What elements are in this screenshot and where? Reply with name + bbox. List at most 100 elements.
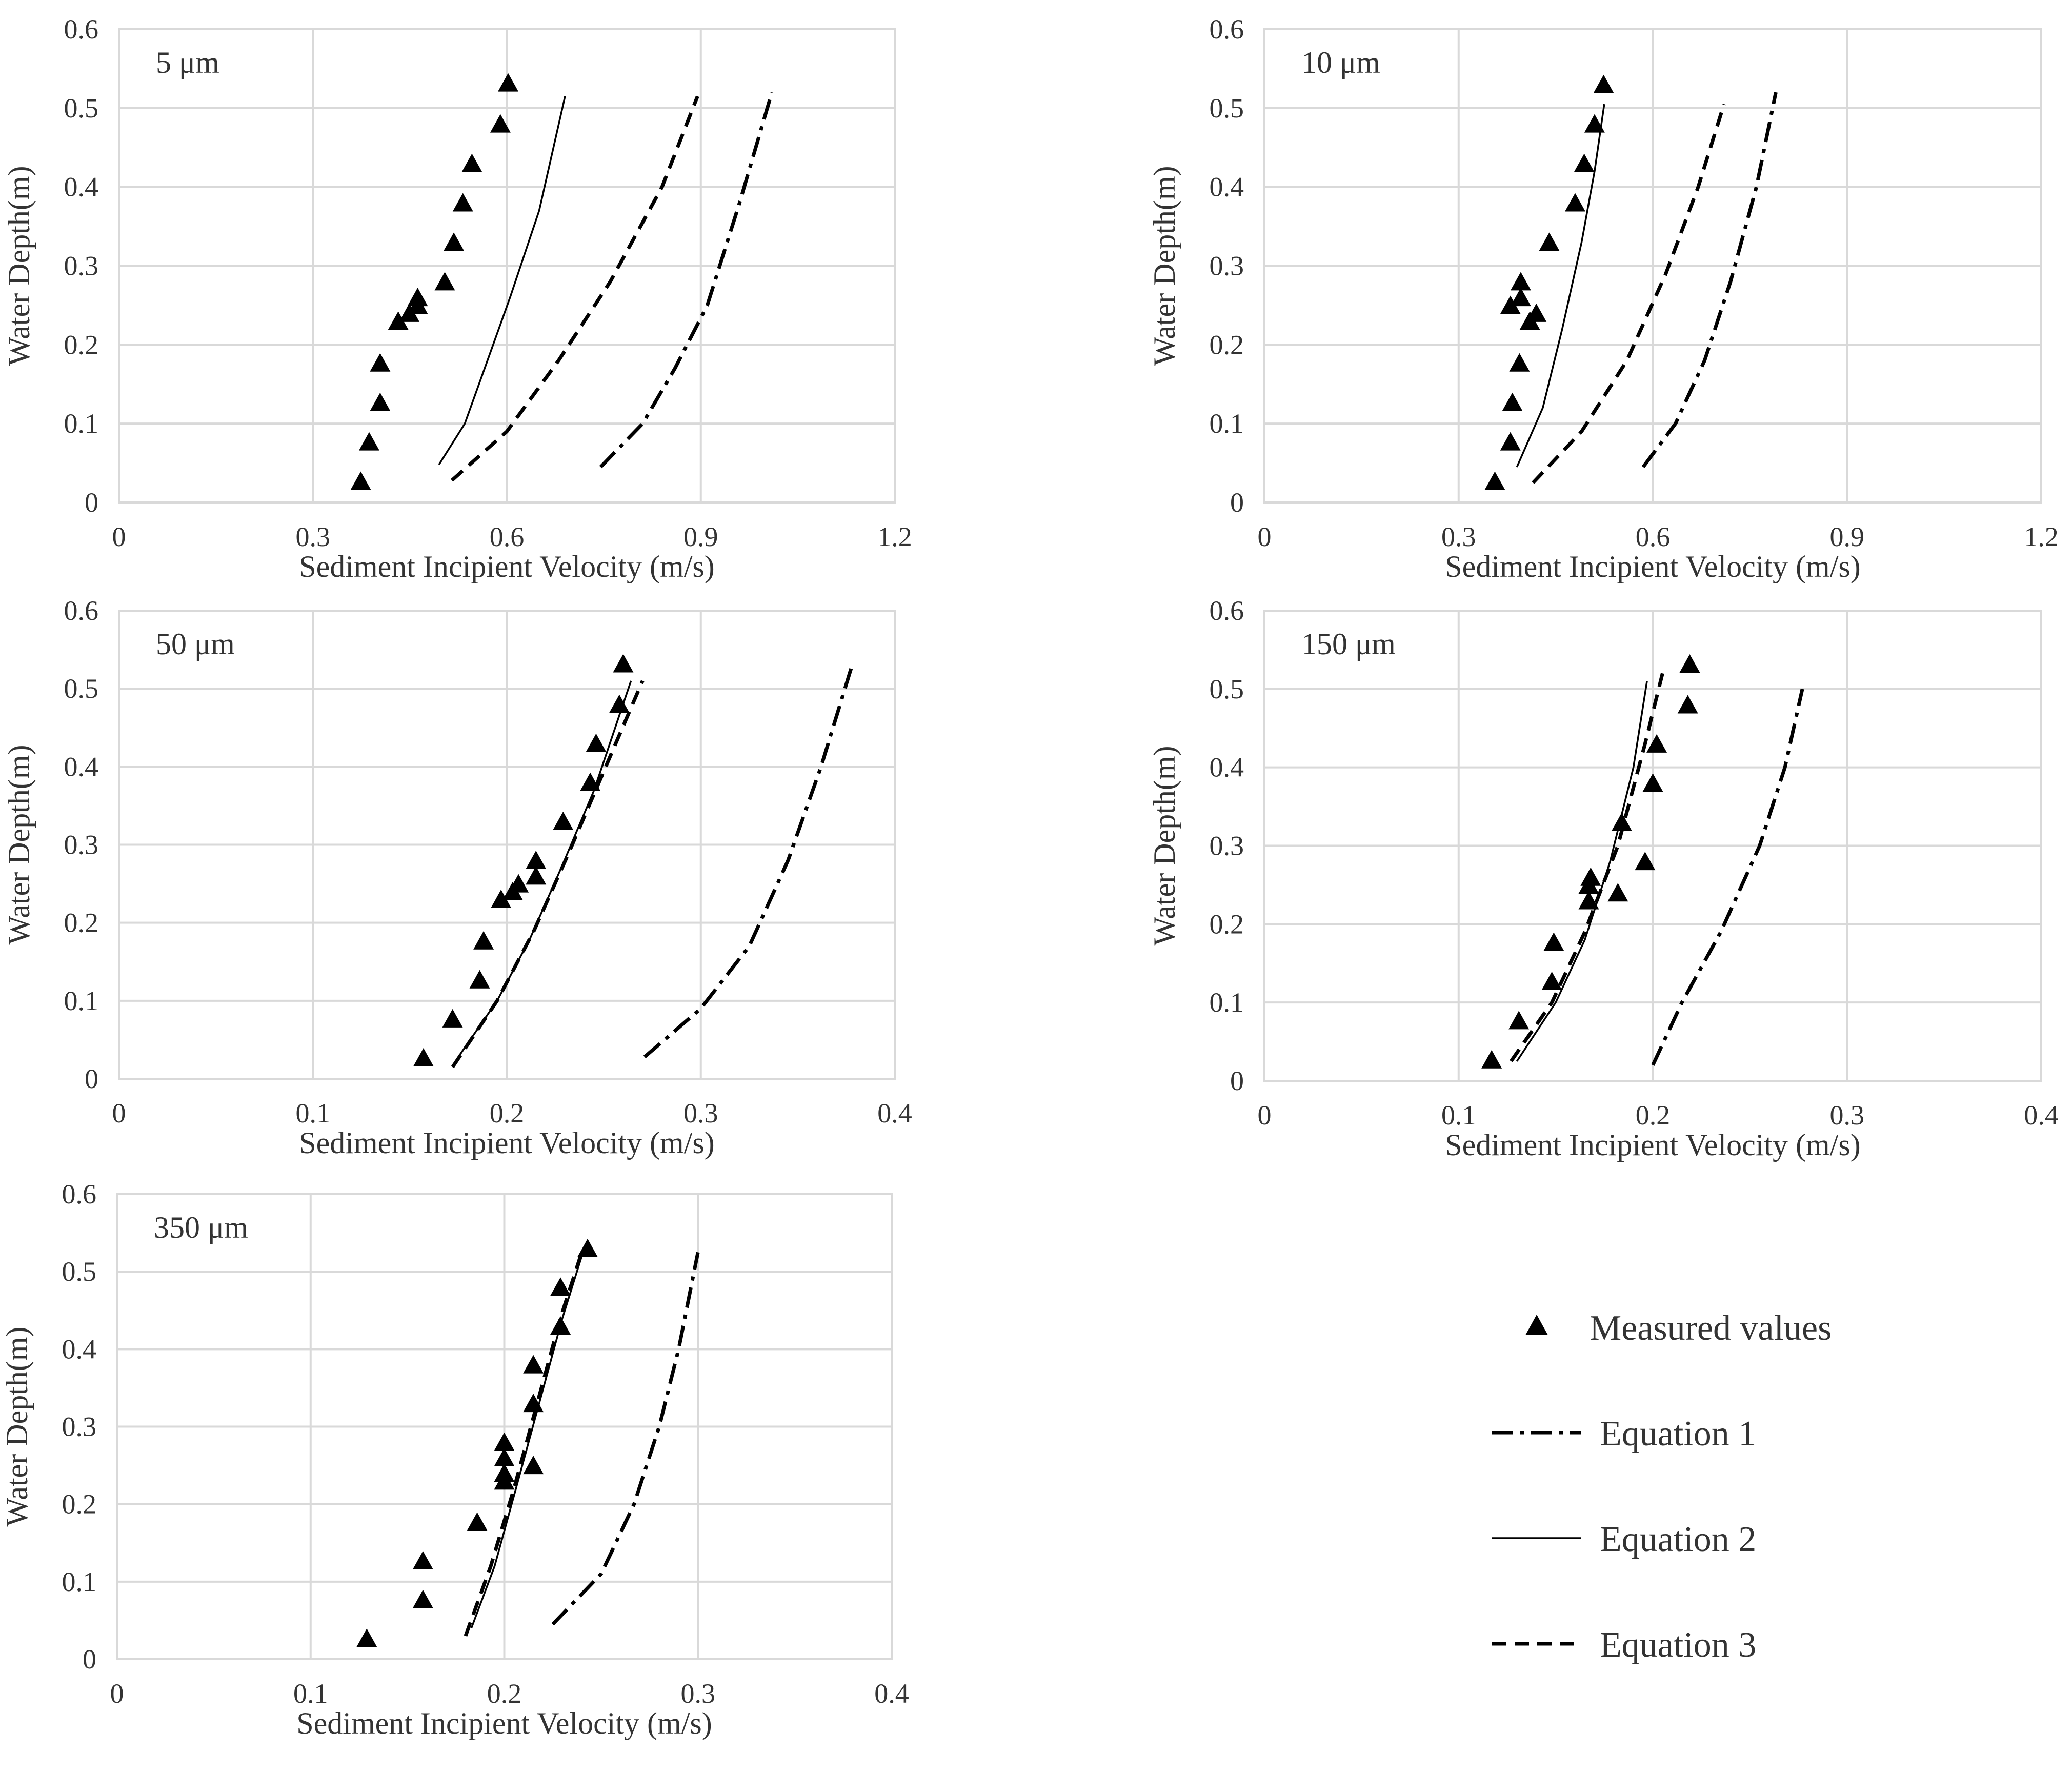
series-line-eq3 (450, 95, 699, 482)
measured-point (1611, 812, 1632, 831)
y-tick-label: 0.1 (64, 985, 99, 1016)
measured-point (508, 874, 529, 893)
measured-point (609, 694, 630, 713)
series-line-eq2 (438, 96, 566, 466)
measured-point (452, 193, 473, 212)
y-tick-label: 0 (1230, 1065, 1244, 1096)
x-tick-label: 0.4 (877, 1098, 912, 1129)
measured-point (494, 1447, 515, 1466)
measured-point (550, 1277, 571, 1296)
measured-point (1677, 695, 1698, 714)
y-tick-label: 0.6 (64, 14, 99, 45)
y-tick-label: 0.1 (62, 1566, 97, 1597)
y-tick-label: 0.2 (64, 908, 99, 938)
y-tick-label: 0.1 (1210, 987, 1244, 1018)
y-tick-label: 0 (85, 487, 98, 518)
measured-point (412, 1589, 433, 1608)
x-tick-label: 0.3 (681, 1678, 716, 1709)
measured-point (1484, 471, 1505, 490)
x-tick-label: 0.2 (490, 1098, 525, 1129)
legend-label: Measured values (1590, 1308, 1832, 1348)
y-axis-title: Water Depth(m) (1148, 166, 1181, 366)
x-tick-label: 0.6 (490, 521, 525, 552)
series-line-eq3 (1532, 104, 1726, 484)
x-tick-label: 0 (112, 1098, 126, 1129)
series-line-eq1 (551, 1252, 700, 1626)
y-tick-label: 0.4 (62, 1334, 97, 1364)
legend-item-eq1: Equation 1 (1492, 1414, 1756, 1454)
chart-panel-5: 0 0.1 0.2 0.3 0.4 0.5 0.6 0 0.1 0.2 0.3 0.4 Sediment… (0, 1179, 909, 1740)
x-tick-label: 0.4 (2024, 1100, 2059, 1131)
y-tick-label: 0.3 (1210, 831, 1244, 861)
panel-title: 150 μm (1301, 627, 1396, 661)
y-tick-label: 0.5 (1210, 674, 1244, 704)
measured-point (490, 114, 511, 133)
y-axis-title: Water Depth(m) (2, 745, 36, 945)
y-tick-label: 0.5 (1210, 93, 1244, 124)
y-tick-label: 0.1 (64, 408, 99, 439)
measured-point (586, 733, 607, 752)
measured-point (491, 890, 512, 909)
x-tick-label: 0.3 (1441, 521, 1476, 552)
measured-point (1481, 1050, 1502, 1069)
series-line-eq1 (1641, 92, 1778, 468)
y-axis-title: Water Depth(m) (1148, 746, 1181, 946)
measured-point (434, 272, 455, 291)
x-tick-label: 1.2 (2024, 521, 2059, 552)
y-tick-label: 0 (1230, 487, 1244, 518)
measured-point (1646, 734, 1667, 753)
measured-point (350, 471, 371, 490)
measured-point (553, 811, 574, 830)
measured-point (1679, 654, 1700, 673)
measured-point (407, 288, 428, 307)
series-line-eq2 (1516, 104, 1605, 468)
y-tick-label: 0.3 (64, 251, 99, 281)
measured-point (1593, 74, 1614, 93)
measured-point (494, 1463, 515, 1482)
plot-area-border (118, 610, 896, 1080)
legend-item-eq3: Equation 3 (1492, 1625, 1756, 1665)
x-tick-label: 0.3 (1830, 1100, 1865, 1131)
y-axis-title: Water Depth(m) (2, 166, 36, 366)
measured-point (358, 432, 379, 451)
x-tick-label: 0 (112, 521, 126, 552)
measured-point (442, 1009, 463, 1028)
measured-point (467, 1512, 488, 1531)
measured-point (444, 232, 465, 251)
panel-title: 10 μm (1301, 46, 1380, 79)
measured-point (1539, 232, 1560, 251)
measured-point (1510, 272, 1531, 291)
measured-point (526, 850, 547, 869)
measured-point (523, 1456, 544, 1475)
x-tick-label: 0.2 (1636, 1100, 1671, 1131)
y-tick-label: 0.4 (64, 751, 99, 782)
measured-point (1543, 932, 1564, 951)
x-tick-label: 0.1 (1441, 1100, 1476, 1131)
y-tick-label: 0.2 (64, 329, 99, 360)
y-tick-label: 0.4 (64, 172, 99, 203)
measured-point (526, 866, 547, 885)
x-axis-title: Sediment Incipient Velocity (m/s) (296, 1706, 712, 1740)
x-tick-label: 0.9 (1830, 521, 1865, 552)
y-tick-label: 0 (85, 1063, 98, 1094)
measured-point (412, 1551, 433, 1570)
measured-point (1510, 288, 1531, 307)
x-tick-label: 0.6 (1636, 521, 1671, 552)
measured-point (523, 1394, 544, 1413)
measured-point (1635, 852, 1656, 871)
measured-point (413, 1048, 434, 1066)
x-tick-label: 0.4 (874, 1678, 909, 1709)
series-line-eq3 (464, 1252, 584, 1637)
x-tick-label: 0.9 (683, 521, 718, 552)
measured-point (473, 931, 494, 950)
measured-point (1607, 883, 1628, 902)
legend-item-measured: Measured values (1525, 1308, 1832, 1348)
measured-point (494, 1432, 515, 1451)
chart-panel-1: 0 0.1 0.2 0.3 0.4 0.5 0.6 0 0.3 0.6 0.9 1.2 Sediment… (2, 14, 912, 583)
measured-point (356, 1628, 377, 1647)
y-tick-label: 0.6 (64, 595, 99, 626)
x-tick-label: 1.2 (877, 521, 912, 552)
series-line-eq1 (1651, 689, 1804, 1066)
measured-point (523, 1355, 544, 1374)
